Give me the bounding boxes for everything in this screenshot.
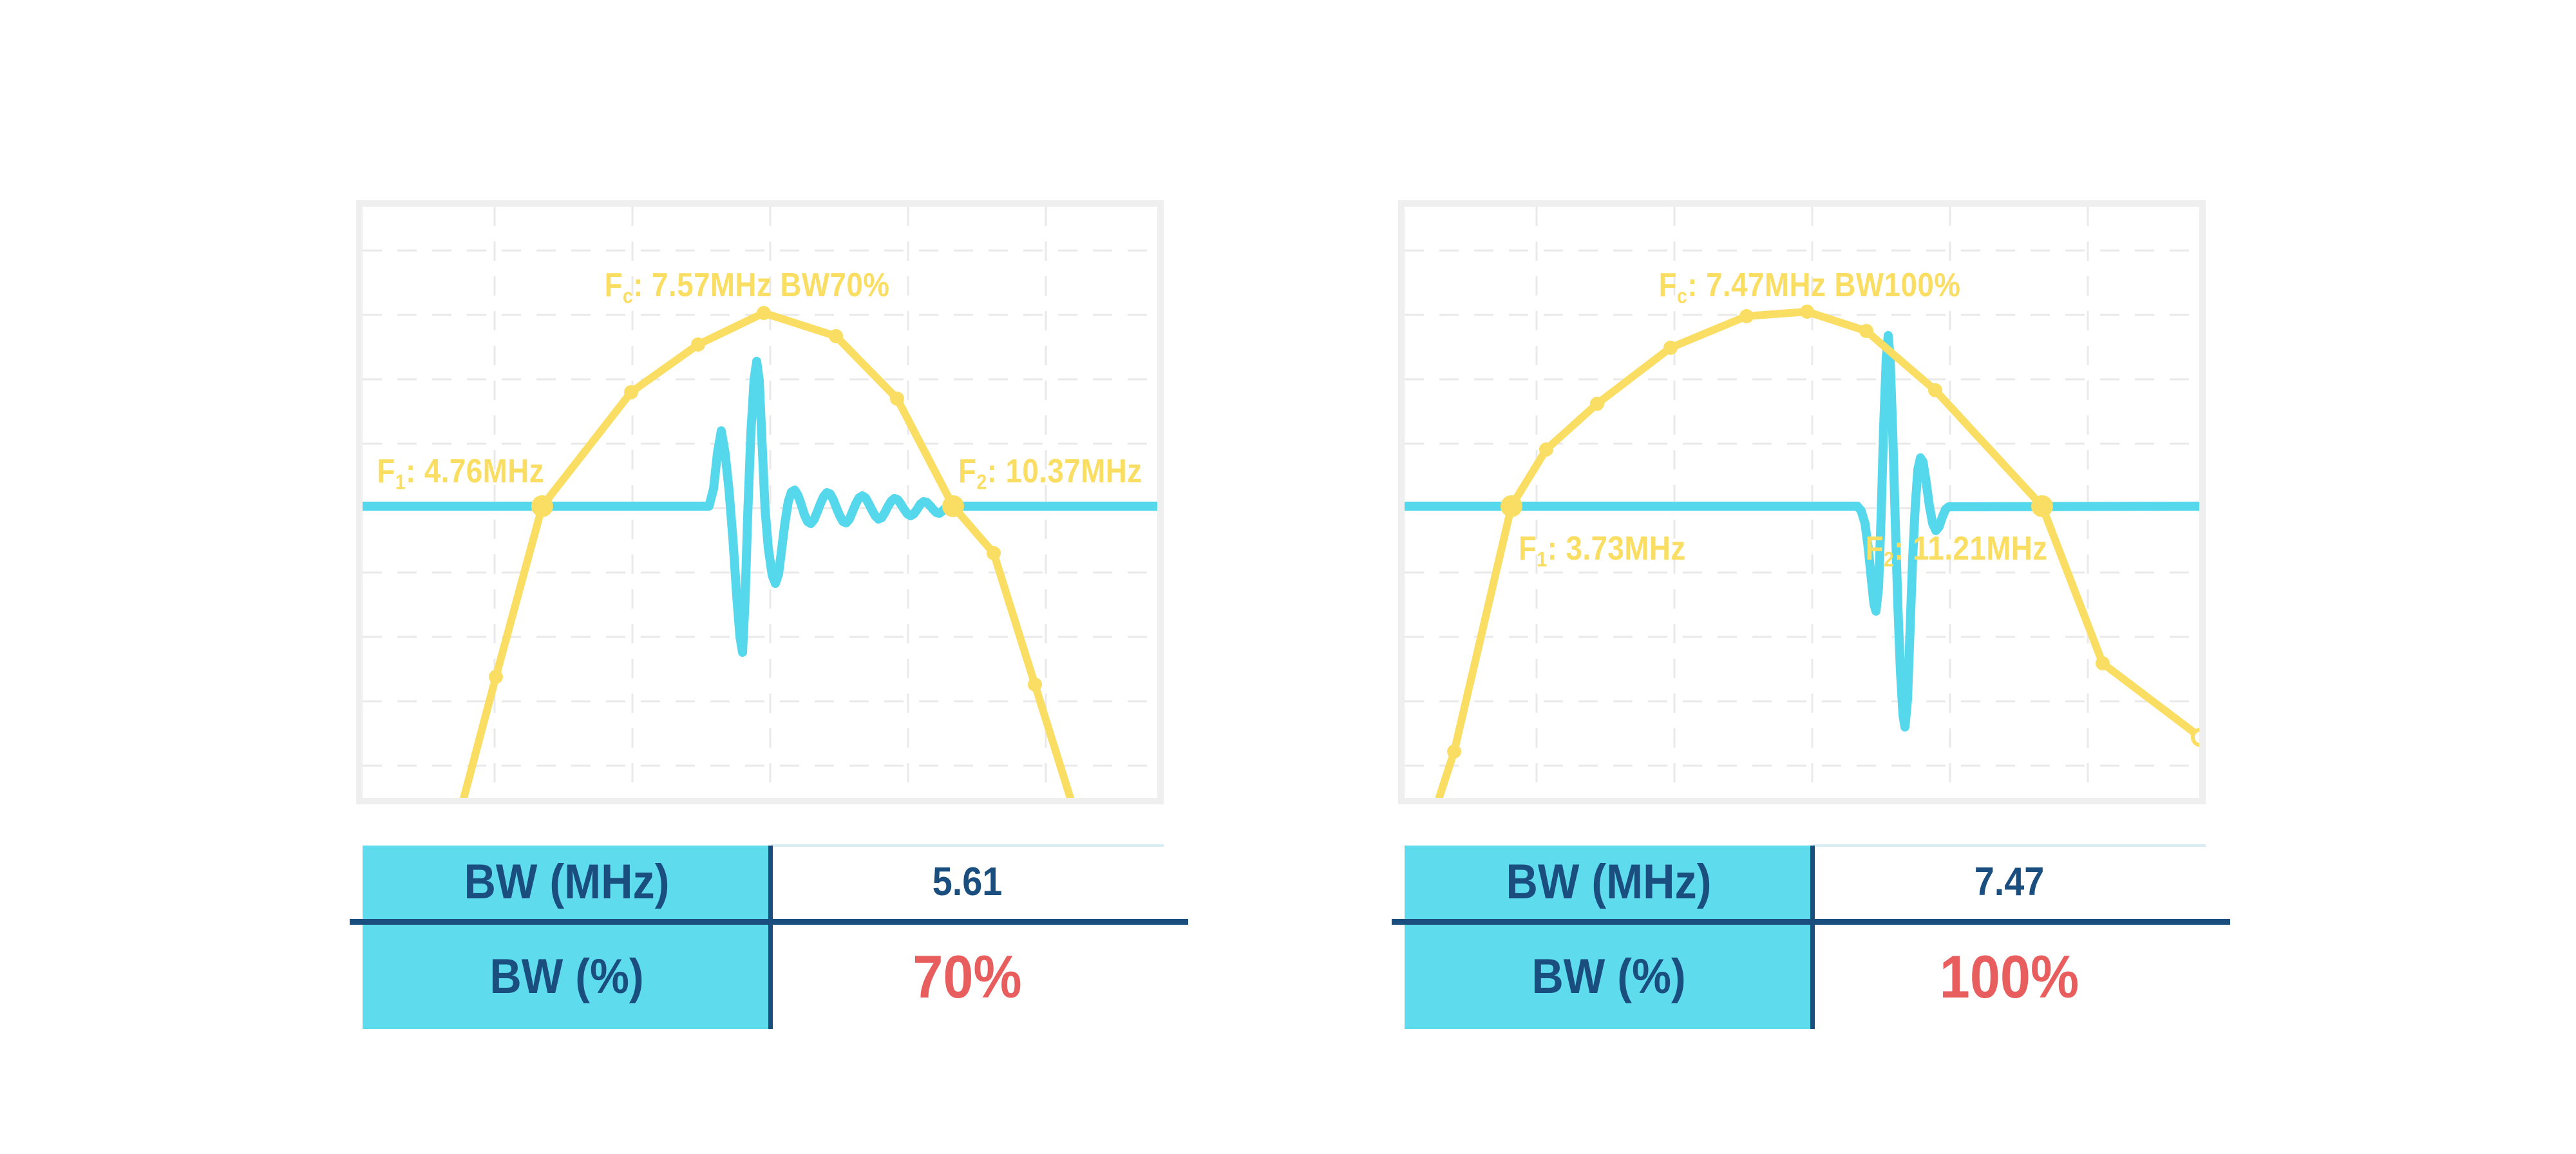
table-value-bw-pct: 100% [1939, 943, 2079, 1010]
spectrum-marker [1663, 341, 1678, 355]
spectrum-marker [1800, 305, 1814, 319]
spectrum-marker [987, 546, 1001, 560]
table-label-bw-pct: BW (%) [489, 949, 644, 1004]
spectrum-marker [1928, 383, 1942, 397]
table-label-bw-mhz: BW (MHz) [464, 855, 670, 909]
table-value-bw-mhz: 7.47 [1974, 860, 2045, 904]
spectrum-marker [1028, 677, 1042, 692]
table-label-bw-mhz: BW (MHz) [1506, 855, 1712, 909]
spectrum-marker [1859, 324, 1873, 338]
chart-bw70: Fc: 7.57MHz BW70% F1: 4.76MHz F2: 10.37M… [356, 200, 1164, 804]
chart-bw100: Fc: 7.47MHz BW100% F1: 3.73MHz F2: 11.21… [1398, 200, 2206, 804]
spectrum-marker [757, 306, 771, 320]
table-top-rule [1813, 844, 2206, 847]
spectrum-marker-crossing [1501, 495, 1522, 517]
f2-label: F2: 10.37MHz [958, 453, 1142, 494]
table-vertical-rule [768, 846, 773, 1029]
table-header-column [1405, 846, 1813, 1029]
spectrum-marker-open [2191, 728, 2199, 747]
table-top-rule [771, 844, 1164, 847]
table-row-divider [350, 919, 1188, 925]
table-vertical-rule [1810, 846, 1815, 1029]
spectrum-marker-crossing [942, 495, 964, 517]
table-row-divider [1392, 919, 2230, 925]
pulse-echo-waveform [1405, 331, 2199, 732]
spectrum-marker [890, 392, 904, 406]
spectrum-marker [1447, 744, 1461, 759]
table-value-bw-pct: 70% [913, 943, 1022, 1010]
spectrum-marker [829, 329, 843, 343]
spectrum-marker-crossing [531, 495, 553, 517]
table-header-column [363, 846, 771, 1029]
center-frequency-label: Fc: 7.57MHz BW70% [604, 267, 890, 308]
table-label-bw-pct: BW (%) [1531, 949, 1686, 1004]
spectrum-marker-crossing [2031, 495, 2053, 517]
pulse-echo-waveform [363, 357, 1157, 657]
center-frequency-label: Fc: 7.47MHz BW100% [1658, 267, 1961, 308]
spectrum-marker [2096, 656, 2110, 670]
spectrum-marker [1539, 442, 1553, 457]
spectrum-curve [459, 309, 1075, 798]
spectrum-marker [691, 337, 705, 352]
panel-bw70: Fc: 7.57MHz BW70% F1: 4.76MHz F2: 10.37M… [350, 200, 1188, 1070]
spectrum-marker [624, 385, 638, 399]
f2-label: F2: 11.21MHz [1865, 530, 2048, 571]
plot-svg-bw100 [1405, 207, 2199, 798]
panel-bw100: Fc: 7.47MHz BW100% F1: 3.73MHz F2: 11.21… [1392, 200, 2230, 1070]
spectrum-marker [1590, 397, 1604, 411]
spectrum-marker [489, 670, 503, 684]
plot-svg-bw70 [363, 207, 1157, 798]
f1-label: F1: 4.76MHz [377, 453, 544, 494]
f1-label: F1: 3.73MHz [1519, 530, 1686, 571]
table-value-bw-mhz: 5.61 [932, 860, 1003, 904]
spectrum-marker [1739, 309, 1754, 323]
